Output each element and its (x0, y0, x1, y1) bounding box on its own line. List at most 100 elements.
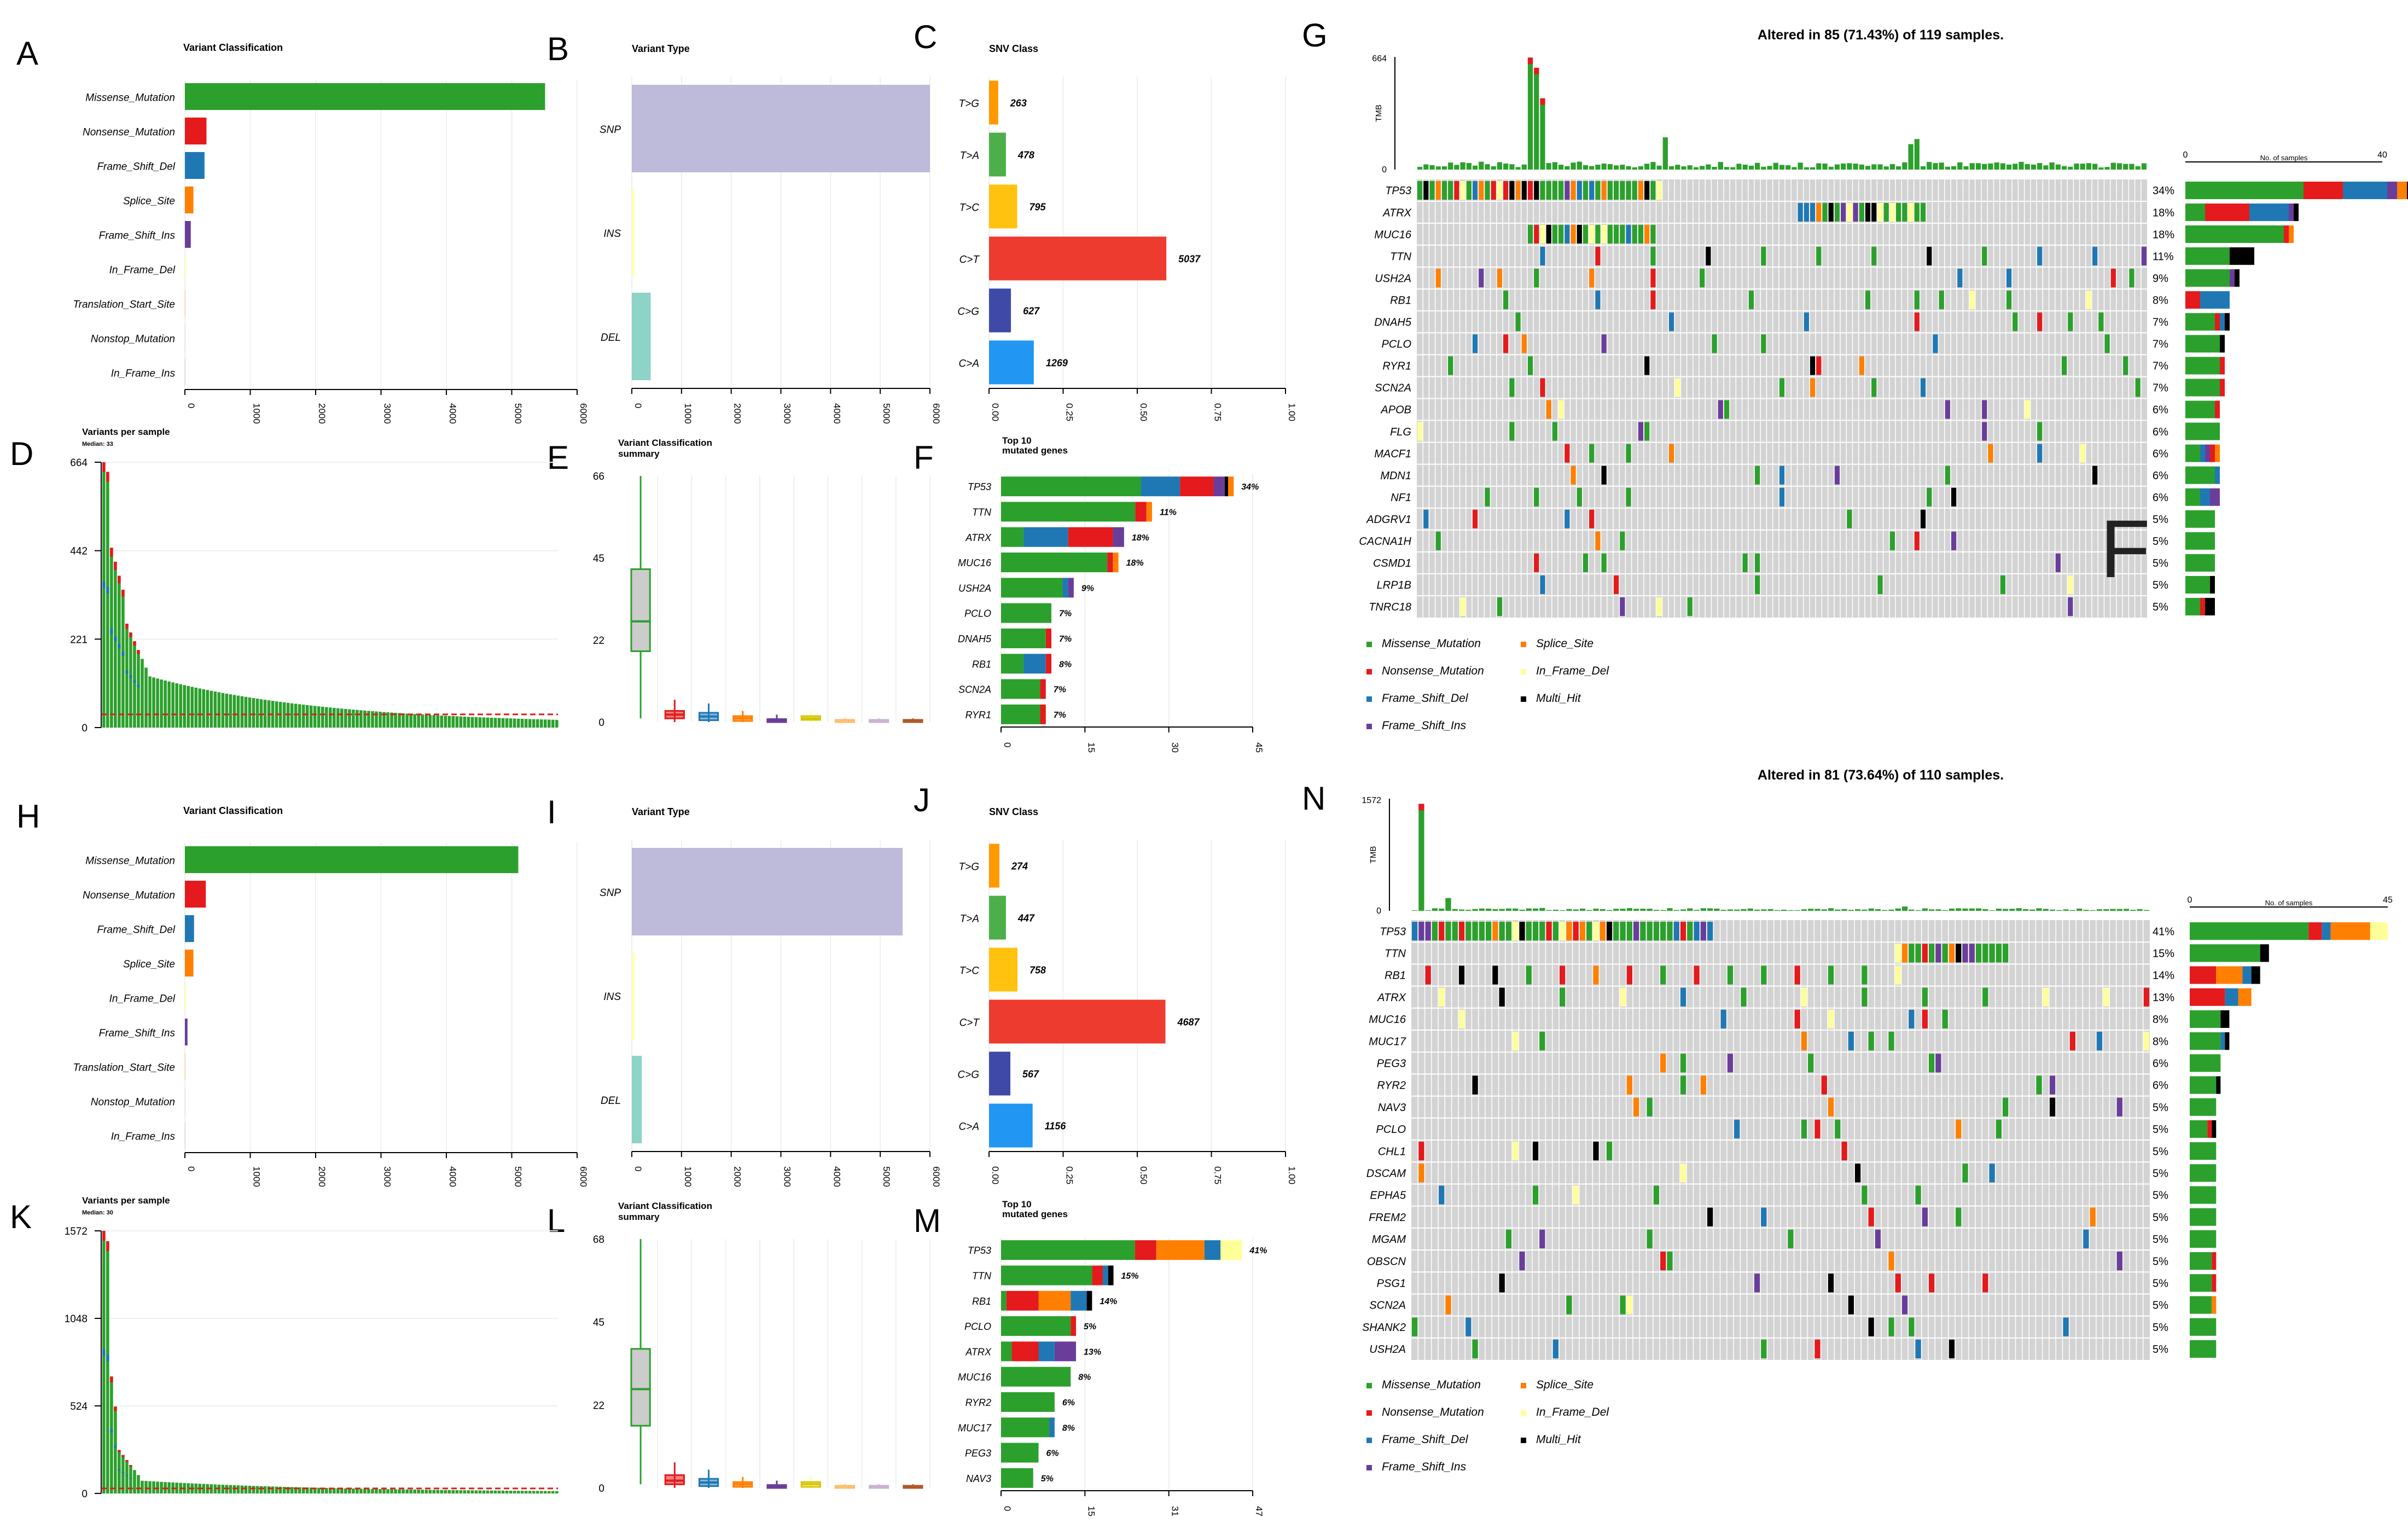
mutation-cell (1452, 922, 1458, 941)
sample-bar (252, 1486, 255, 1493)
tmb-bar (2025, 164, 2030, 170)
gene-frequency-label: 5% (2153, 1234, 2168, 1246)
bar-snp (632, 85, 930, 172)
mutation-cell (2037, 444, 2043, 463)
gene-percent-label: 6% (1046, 1449, 1059, 1458)
bar-in-frame-del (185, 984, 186, 1011)
tmb-bar (1606, 910, 1613, 911)
mutation-cell (1647, 922, 1653, 941)
mutation-cell (1595, 225, 1601, 244)
mutation-cell (1862, 966, 1868, 985)
tmb-bar (1841, 163, 1846, 170)
bar-missense-mutation (185, 846, 519, 874)
gene-frequency-label: 6% (2153, 492, 2168, 504)
tmb-bar (1730, 167, 1736, 170)
side-bar-segment (2185, 575, 2210, 594)
category-label: C>G (957, 306, 979, 318)
gene-label: PCLO (964, 1321, 991, 1332)
mutation-cell (1680, 1054, 1686, 1073)
y-tick-label: 442 (70, 546, 88, 557)
side-bar-segment (2190, 944, 2260, 962)
tmb-bar (1933, 163, 1938, 170)
tmb-bar (1492, 909, 1498, 911)
oncoplot-gene-label: RYR2 (1377, 1080, 1406, 1092)
gene-frequency-label: 5% (2153, 1255, 2168, 1267)
mutation-cell (1412, 1317, 1418, 1336)
panel-letter-C: C (914, 19, 937, 55)
mutation-cell (1828, 966, 1834, 985)
stack-segment (1001, 1240, 1135, 1260)
mutation-cell (1606, 922, 1613, 941)
tmb-bar (1915, 910, 1921, 911)
mutation-cell (1613, 181, 1619, 200)
bar-value-label: 758 (1029, 965, 1046, 976)
mutation-cell (1835, 1119, 1841, 1138)
mutation-cell (1601, 466, 1607, 485)
mutation-cell (1951, 531, 1957, 550)
tmb-bar (1589, 166, 1595, 170)
tmb-bar (1889, 164, 1895, 170)
mutation-cell (1571, 225, 1576, 244)
tmb-bar (1521, 164, 1527, 170)
gene-frequency-label: 7% (2153, 382, 2168, 394)
y-tick-label: 0 (82, 723, 88, 734)
tmb-bar (1855, 909, 1861, 911)
sample-bar (444, 1490, 447, 1493)
mutation-cell (1742, 553, 1748, 572)
sample-bar (547, 719, 551, 728)
mutation-cell (1540, 247, 1545, 266)
sample-bar (148, 1481, 152, 1493)
mutation-cell (1847, 203, 1852, 222)
top-genes-subtitle: mutated genes (1002, 1209, 1068, 1219)
sample-bar (202, 1484, 206, 1493)
sample-bar (478, 1490, 482, 1493)
side-bar-segment (2210, 488, 2220, 506)
mutation-cell (2086, 290, 2092, 310)
gene-frequency-label: 18% (2153, 207, 2174, 219)
side-bar-segment (2230, 269, 2235, 287)
oncoplot-panel: Altered in 85 (71.43%) of 119 samples. 66… (1359, 27, 2408, 732)
sample-bar (259, 1486, 263, 1493)
side-bar-segment (2212, 1120, 2217, 1138)
mutation-cell (1935, 944, 1941, 963)
mutation-cell (1573, 1185, 1579, 1205)
mutation-cell (1667, 1252, 1673, 1271)
tmb-bar (2141, 163, 2147, 170)
sample-bar (482, 1490, 486, 1493)
mutation-cell (1810, 356, 1816, 375)
tmb-bar (2123, 909, 2130, 911)
stack-segment (1220, 1240, 1242, 1260)
sample-bar (367, 1489, 370, 1493)
sample-bar (225, 693, 229, 728)
side-bar-segment (2200, 597, 2205, 615)
mutation-cell (2129, 269, 2134, 288)
oncoplot-panel: Altered in 81 (73.64%) of 110 samples. 15… (1362, 768, 2393, 1473)
sample-bar (447, 1490, 451, 1493)
side-bar-segment (2185, 269, 2230, 287)
tmb-bar (1418, 804, 1424, 911)
mutation-cell (1680, 1164, 1686, 1183)
stack-segment (1156, 1240, 1205, 1260)
top-genes-title: Top 10 (1002, 1199, 1032, 1210)
x-tick-label: 47 (1254, 1506, 1264, 1516)
mutation-cell (2123, 356, 2128, 375)
tmb-bar (1650, 162, 1656, 170)
snv-title: SNV Class (989, 806, 1038, 817)
tmb-bar (1951, 166, 1957, 170)
mutation-cell (1727, 966, 1734, 985)
tmb-bar (2104, 167, 2110, 170)
mutation-cell (2110, 269, 2116, 288)
mutation-cell (1895, 944, 1901, 963)
bar-frame-shift-del (185, 915, 194, 943)
tmb-bar (2000, 163, 2005, 170)
stack-segment (1001, 1417, 1050, 1438)
side-bar-segment (2185, 400, 2215, 418)
side-bar-segment (2190, 1142, 2217, 1160)
mutation-cell (1996, 944, 2002, 963)
tmb-bar (1882, 910, 1888, 911)
mutation-cell (1534, 487, 1539, 507)
tmb-bar (1513, 908, 1519, 911)
sample-bar (167, 1482, 171, 1493)
mutation-cell (1458, 1009, 1465, 1028)
